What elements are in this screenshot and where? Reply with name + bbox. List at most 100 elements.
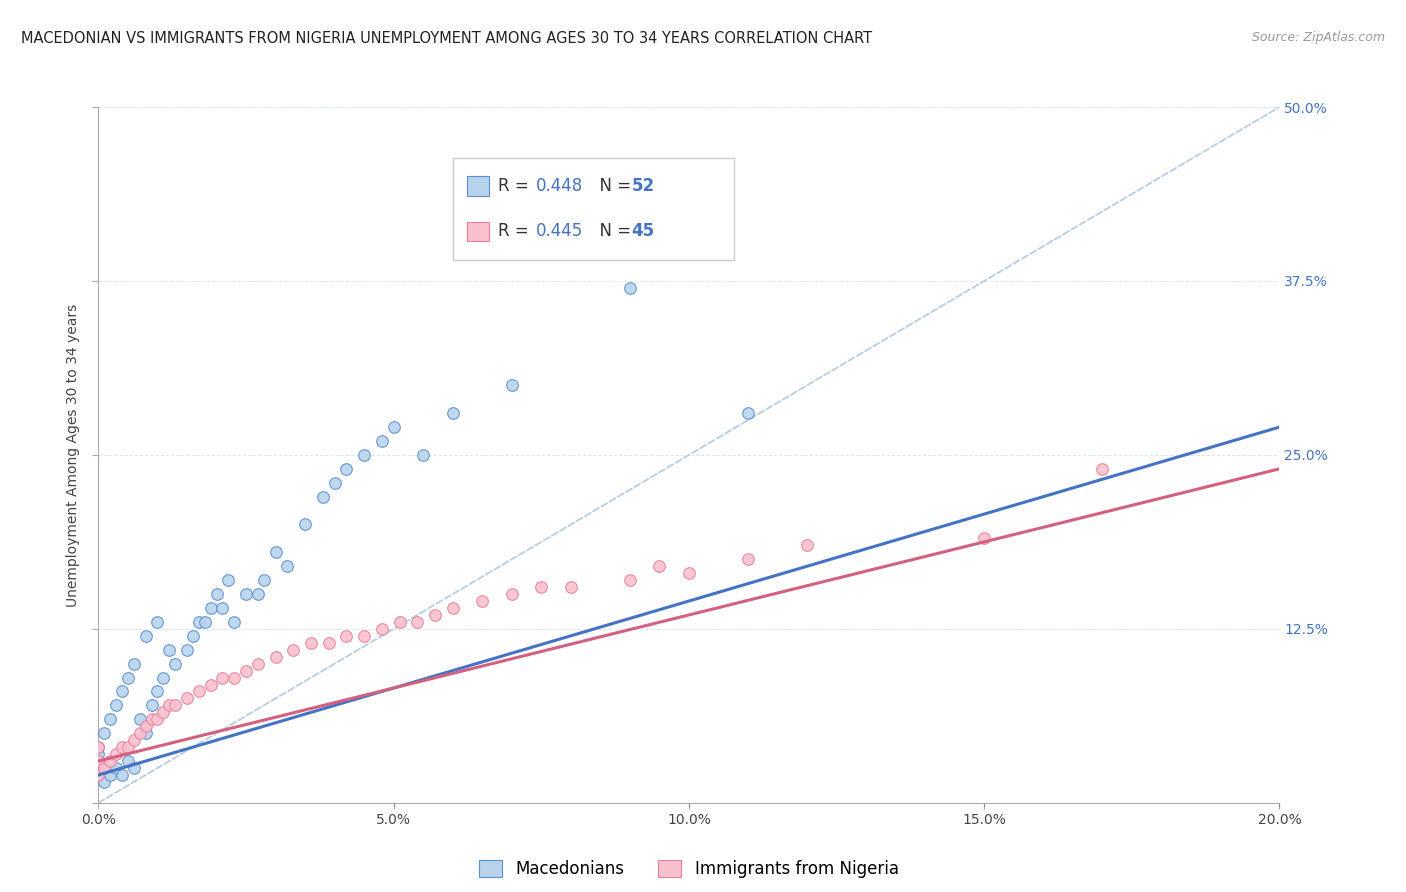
Point	[157, 642, 180, 657]
Point	[737, 406, 759, 420]
Point	[796, 538, 818, 552]
Point	[211, 671, 233, 685]
Point	[98, 768, 121, 782]
Point	[181, 629, 204, 643]
Point	[187, 615, 209, 629]
Point	[619, 573, 641, 587]
Point	[530, 580, 553, 594]
Point	[87, 754, 110, 768]
Point	[312, 490, 335, 504]
Point	[117, 754, 139, 768]
Point	[105, 747, 128, 761]
Point	[157, 698, 180, 713]
Point	[93, 726, 115, 740]
Point	[152, 671, 174, 685]
Point	[283, 642, 305, 657]
Point	[211, 601, 233, 615]
Point	[353, 448, 375, 462]
Point	[973, 532, 995, 546]
Point	[299, 636, 322, 650]
Text: R =: R =	[498, 222, 534, 240]
Point	[1091, 462, 1114, 476]
Text: 0.448: 0.448	[536, 178, 583, 195]
Point	[105, 761, 128, 775]
Point	[146, 615, 169, 629]
Point	[152, 706, 174, 720]
Text: N =: N =	[589, 222, 637, 240]
Point	[560, 580, 582, 594]
Point	[737, 552, 759, 566]
Point	[501, 378, 523, 392]
Point	[87, 747, 110, 761]
Point	[87, 761, 110, 775]
Point	[323, 475, 346, 490]
Point	[141, 712, 163, 726]
Point	[217, 573, 239, 587]
Point	[187, 684, 209, 698]
Point	[87, 754, 110, 768]
Point	[388, 615, 411, 629]
Point	[253, 573, 276, 587]
Point	[371, 434, 394, 448]
Point	[117, 671, 139, 685]
Point	[122, 657, 145, 671]
Point	[93, 761, 115, 775]
Text: 0.445: 0.445	[536, 222, 583, 240]
Point	[176, 691, 198, 706]
Point	[146, 712, 169, 726]
Point	[335, 629, 357, 643]
Point	[87, 768, 110, 782]
Point	[441, 406, 464, 420]
Point	[353, 629, 375, 643]
Y-axis label: Unemployment Among Ages 30 to 34 years: Unemployment Among Ages 30 to 34 years	[66, 303, 80, 607]
Point	[371, 622, 394, 636]
Point	[93, 775, 115, 789]
Point	[165, 698, 187, 713]
Text: R =: R =	[498, 178, 534, 195]
Point	[117, 740, 139, 755]
Point	[224, 671, 246, 685]
Point	[294, 517, 316, 532]
Point	[205, 587, 228, 601]
Point	[406, 615, 429, 629]
Point	[176, 642, 198, 657]
Point	[122, 733, 145, 747]
Point	[276, 559, 298, 574]
Point	[194, 615, 217, 629]
Point	[146, 684, 169, 698]
Point	[264, 649, 287, 664]
Text: N =: N =	[589, 178, 637, 195]
Point	[122, 761, 145, 775]
Point	[382, 420, 405, 434]
Point	[318, 636, 340, 650]
Point	[165, 657, 187, 671]
Point	[111, 768, 134, 782]
Point	[200, 677, 222, 691]
Point	[678, 566, 700, 581]
Point	[128, 712, 150, 726]
Point	[412, 448, 434, 462]
Point	[111, 684, 134, 698]
Point	[235, 587, 257, 601]
Point	[98, 712, 121, 726]
Point	[246, 657, 269, 671]
Point	[135, 719, 157, 733]
Text: 52: 52	[631, 178, 654, 195]
Point	[141, 698, 163, 713]
Point	[98, 754, 121, 768]
Text: 45: 45	[631, 222, 654, 240]
Text: MACEDONIAN VS IMMIGRANTS FROM NIGERIA UNEMPLOYMENT AMONG AGES 30 TO 34 YEARS COR: MACEDONIAN VS IMMIGRANTS FROM NIGERIA UN…	[21, 31, 872, 46]
Point	[264, 545, 287, 559]
Point	[128, 726, 150, 740]
Point	[111, 740, 134, 755]
Point	[87, 768, 110, 782]
Point	[648, 559, 671, 574]
Point	[224, 615, 246, 629]
Point	[200, 601, 222, 615]
Point	[87, 740, 110, 755]
Legend: Macedonians, Immigrants from Nigeria: Macedonians, Immigrants from Nigeria	[472, 854, 905, 885]
Point	[501, 587, 523, 601]
Point	[87, 740, 110, 755]
Point	[135, 629, 157, 643]
Point	[441, 601, 464, 615]
